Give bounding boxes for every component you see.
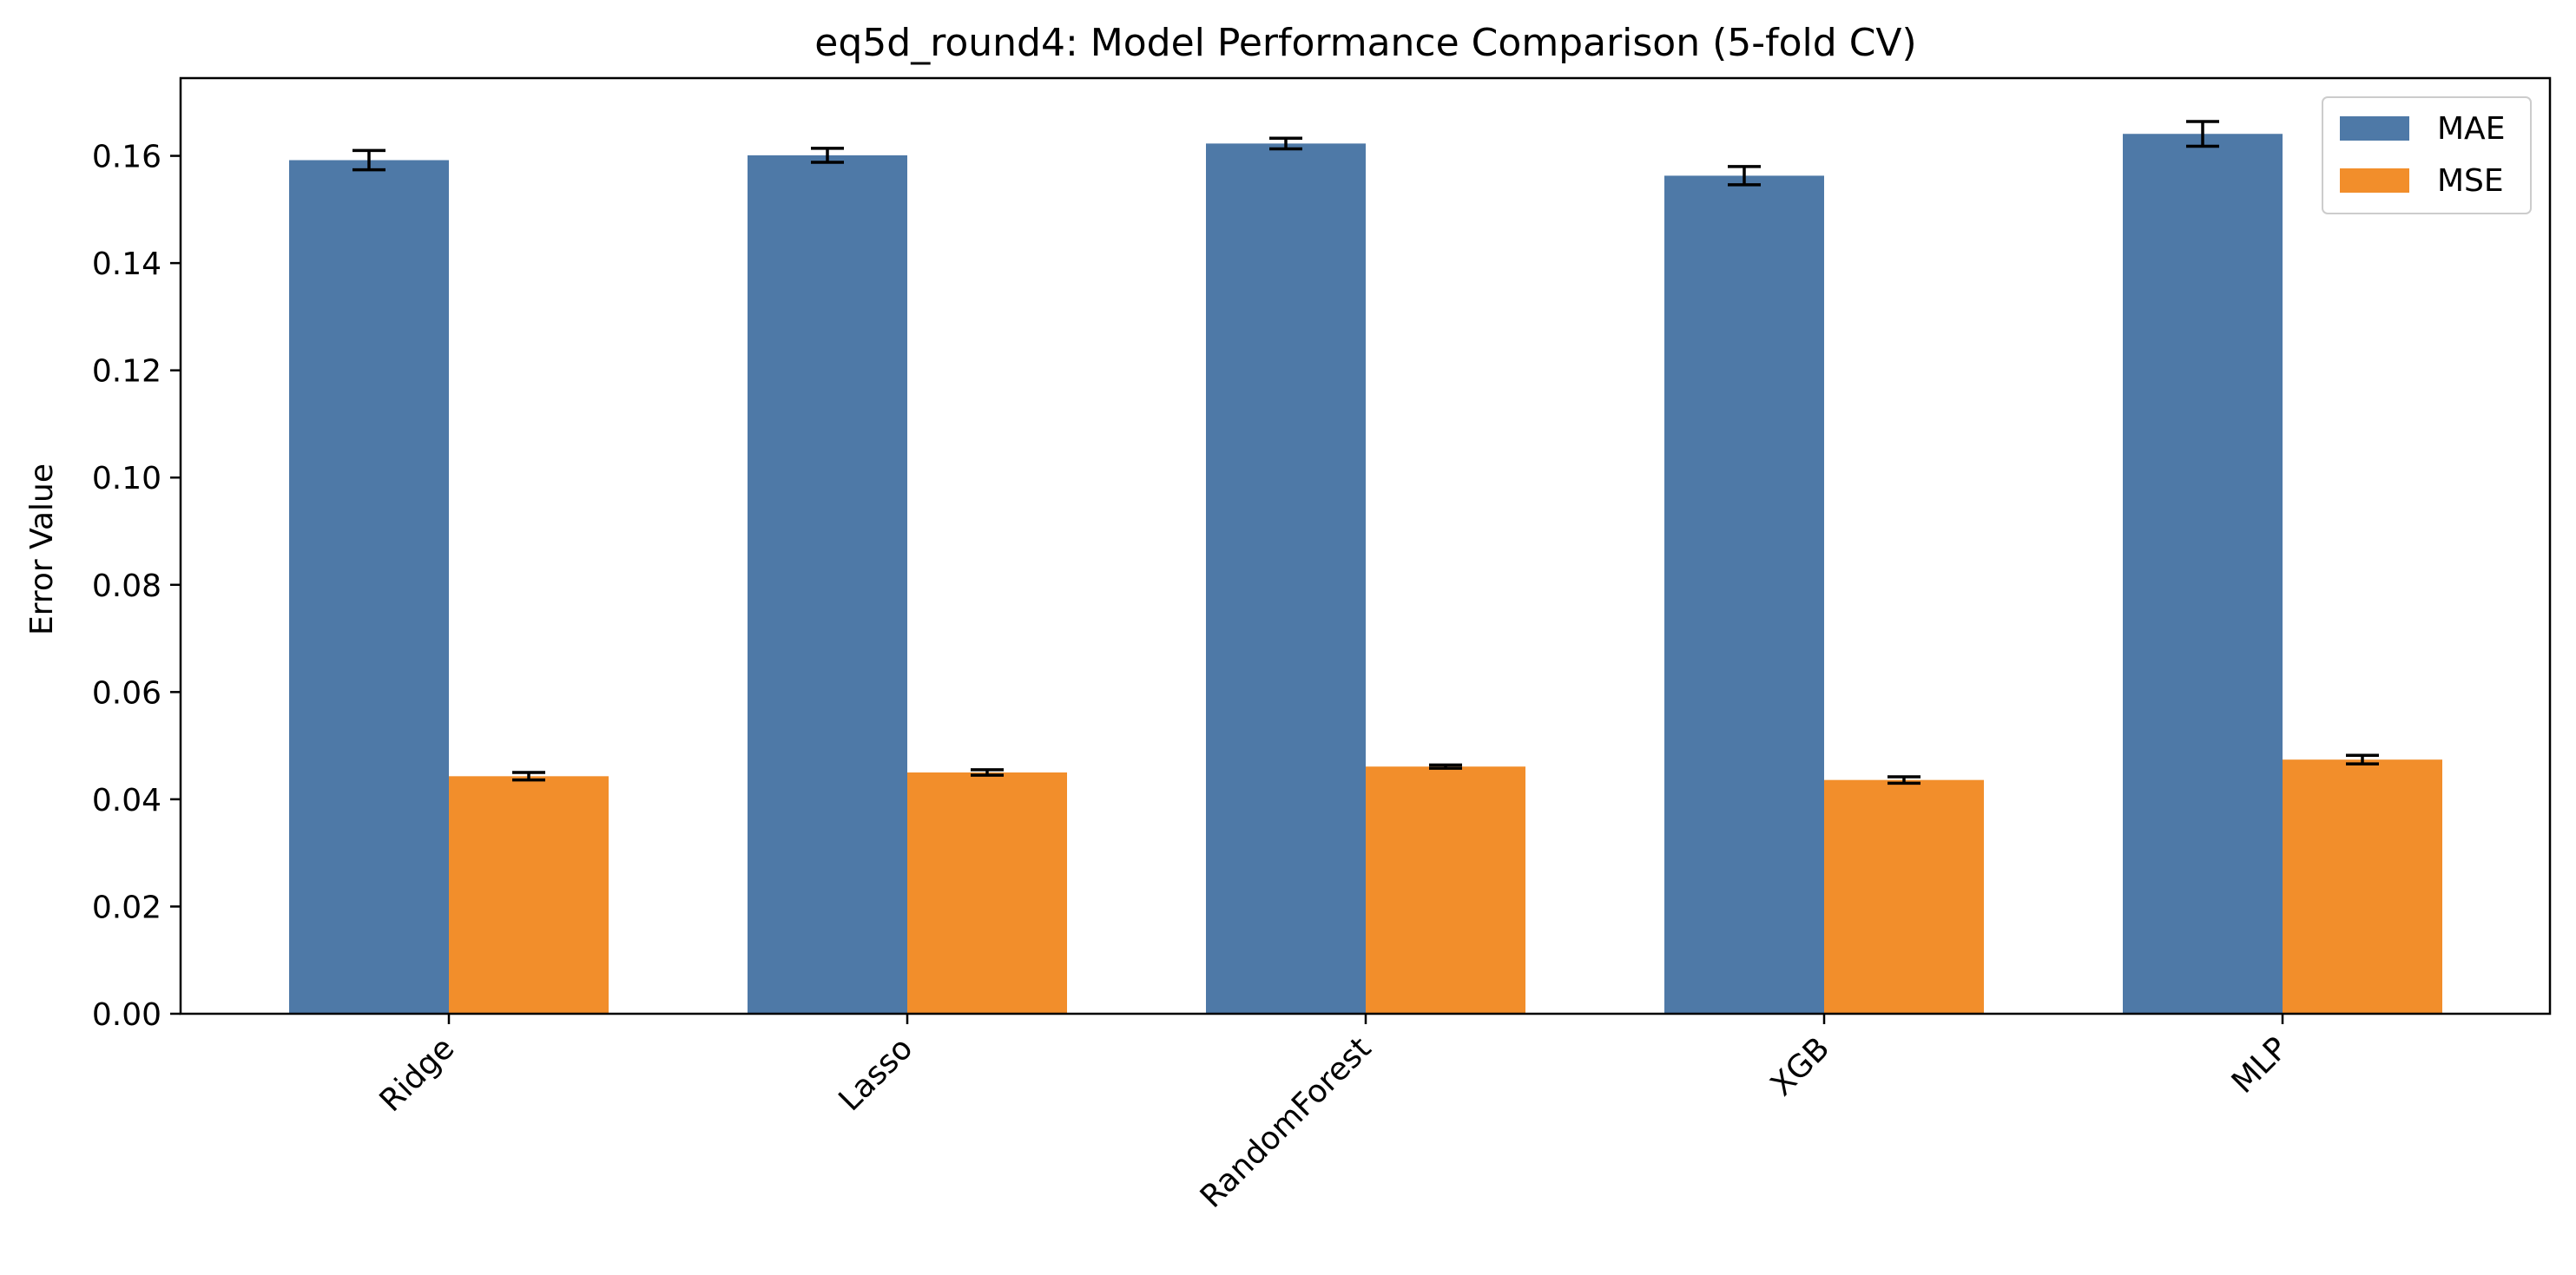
bar-mae-ridge (289, 160, 449, 1014)
error-bar-mse-ridge (512, 771, 545, 782)
bar-mse-randomforest (1366, 766, 1525, 1014)
bar-mse-lasso (907, 772, 1067, 1014)
y-tick-label: 0.08 (92, 568, 161, 604)
bar-mse-mlp (2283, 759, 2442, 1014)
y-tick-label: 0.02 (92, 890, 161, 925)
bar-mse-ridge (449, 776, 609, 1014)
legend-swatch-mae (2340, 116, 2409, 141)
y-tick-label: 0.06 (92, 675, 161, 711)
bar-mae-randomforest (1206, 143, 1366, 1015)
error-bar-mse-mlp (2346, 753, 2379, 766)
error-bar-mse-xgb (1888, 775, 1920, 785)
legend-label-mse: MSE (2437, 163, 2504, 199)
x-tick-label-xgb: XGB (1764, 1030, 1837, 1103)
legend: MAE MSE (2322, 96, 2532, 214)
legend-label-mae: MAE (2437, 111, 2505, 147)
y-axis-label: Error Value (24, 463, 60, 635)
y-tick-label: 0.00 (92, 997, 161, 1033)
error-bar-mae-xgb (1728, 165, 1761, 187)
error-bar-mse-lasso (971, 768, 1004, 777)
x-tick-label-lasso: Lasso (832, 1030, 919, 1118)
x-tick-label-ridge: Ridge (373, 1030, 462, 1119)
x-tick-label-randomforest: RandomForest (1194, 1030, 1379, 1215)
y-tick-label: 0.12 (92, 354, 161, 390)
bar-mse-xgb (1824, 779, 1984, 1014)
y-tick-label: 0.04 (92, 783, 161, 818)
y-tick-label: 0.14 (92, 246, 161, 282)
chart-title: eq5d_round4: Model Performance Compariso… (814, 21, 1916, 65)
error-bar-mse-randomforest (1429, 763, 1462, 770)
x-tick-label-mlp: MLP (2225, 1030, 2295, 1100)
bars-layer (289, 134, 2442, 1015)
legend-swatch-mse (2340, 168, 2409, 193)
bar-mae-lasso (748, 154, 907, 1015)
y-tick-label: 0.16 (92, 140, 161, 175)
error-bars-layer (352, 120, 2379, 785)
bar-mae-mlp (2123, 134, 2283, 1014)
error-bar-mae-ridge (352, 148, 385, 172)
bar-mae-xgb (1664, 175, 1824, 1015)
error-bar-mae-mlp (2186, 120, 2219, 148)
y-tick-label: 0.10 (92, 461, 161, 496)
error-bar-mae-lasso (811, 147, 844, 164)
error-bar-mae-randomforest (1269, 136, 1302, 151)
